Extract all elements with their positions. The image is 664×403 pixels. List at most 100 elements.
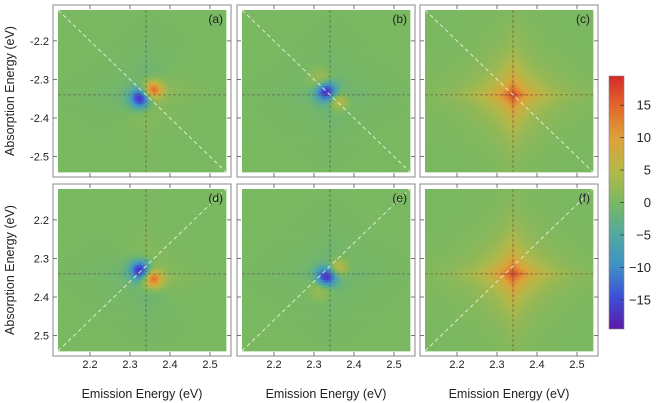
heat-cell bbox=[97, 106, 101, 110]
heat-cell bbox=[131, 70, 135, 74]
heat-cell bbox=[252, 65, 256, 69]
heat-cell bbox=[265, 30, 269, 34]
heat-cell bbox=[126, 78, 130, 82]
heat-cell bbox=[97, 32, 101, 36]
heat-cell bbox=[194, 70, 198, 74]
heat-cell bbox=[257, 118, 261, 122]
heat-cell bbox=[142, 35, 145, 39]
heat-cell bbox=[63, 53, 67, 56]
heat-cell bbox=[186, 10, 190, 13]
heat-cell bbox=[97, 166, 101, 170]
heat-cell bbox=[168, 144, 172, 148]
heat-cell bbox=[65, 65, 69, 69]
heat-cell bbox=[121, 161, 124, 165]
heat-cell bbox=[139, 40, 143, 44]
heat-cell bbox=[76, 156, 80, 160]
heat-cell bbox=[205, 108, 208, 112]
heat-cell bbox=[68, 131, 72, 135]
heat-cell bbox=[257, 32, 261, 36]
heat-cell bbox=[173, 47, 177, 51]
heat-cell bbox=[197, 30, 201, 34]
heat-cell bbox=[165, 93, 169, 97]
heat-cell bbox=[189, 58, 193, 61]
heat-cell bbox=[113, 98, 117, 102]
heat-cell bbox=[139, 75, 143, 79]
heat-cell bbox=[73, 88, 77, 92]
heat-cell bbox=[191, 108, 195, 112]
heat-cell bbox=[210, 126, 214, 130]
heat-cell bbox=[199, 42, 203, 46]
heat-cell bbox=[73, 42, 77, 46]
heat-cell bbox=[157, 27, 161, 31]
heat-cell bbox=[86, 164, 90, 168]
heat-cell bbox=[202, 42, 206, 46]
heat-cell bbox=[100, 50, 103, 54]
heat-cell bbox=[260, 106, 264, 110]
heat-cell bbox=[247, 103, 251, 107]
heat-cell bbox=[257, 65, 261, 69]
heat-cell bbox=[102, 116, 106, 120]
heat-cell bbox=[207, 55, 211, 59]
heat-cell bbox=[247, 63, 251, 67]
heat-cell bbox=[255, 156, 259, 160]
heat-cell bbox=[186, 17, 190, 21]
heat-cell bbox=[205, 12, 208, 16]
heat-cell bbox=[86, 154, 90, 158]
heat-cell bbox=[102, 63, 106, 67]
heat-cell bbox=[63, 116, 67, 120]
heat-cell bbox=[79, 73, 82, 77]
heat-cell bbox=[115, 93, 119, 97]
heat-cell bbox=[210, 63, 214, 67]
heat-cell bbox=[215, 30, 219, 34]
heat-cell bbox=[276, 65, 280, 69]
heat-cell bbox=[118, 80, 122, 84]
heat-cell bbox=[60, 116, 64, 120]
heat-cell bbox=[273, 10, 277, 13]
heat-cell bbox=[189, 108, 193, 112]
heat-cell bbox=[121, 108, 124, 112]
heat-cell bbox=[131, 141, 135, 145]
heat-cell bbox=[249, 151, 253, 155]
heat-cell bbox=[149, 106, 153, 110]
heat-cell bbox=[149, 113, 153, 117]
heat-cell bbox=[207, 96, 211, 99]
heat-cell bbox=[260, 103, 264, 107]
heat-cell bbox=[215, 128, 219, 132]
heat-cell bbox=[270, 96, 274, 99]
heat-cell bbox=[170, 20, 174, 24]
heat-cell bbox=[205, 27, 208, 31]
heat-cell bbox=[63, 10, 67, 13]
heat-cell bbox=[170, 55, 174, 59]
heat-cell bbox=[58, 73, 61, 77]
heat-cell bbox=[79, 113, 82, 117]
heat-cell bbox=[194, 131, 198, 135]
heat-cell bbox=[60, 58, 64, 61]
heat-cell bbox=[194, 12, 198, 16]
heat-cell bbox=[163, 123, 166, 127]
heat-cell bbox=[173, 136, 177, 140]
heat-cell bbox=[199, 156, 203, 160]
heat-cell bbox=[60, 42, 64, 46]
heat-cell bbox=[107, 123, 111, 127]
heat-cell bbox=[113, 60, 117, 64]
heat-cell bbox=[218, 128, 222, 132]
heat-cell bbox=[249, 78, 253, 82]
heat-cell bbox=[176, 17, 180, 21]
heat-cell bbox=[144, 166, 148, 170]
heat-cell bbox=[139, 106, 143, 110]
heat-cell bbox=[110, 53, 114, 56]
heat-cell bbox=[207, 50, 211, 54]
heat-cell bbox=[139, 156, 143, 160]
heat-cell bbox=[118, 146, 122, 150]
heat-cell bbox=[105, 22, 109, 26]
heat-cell bbox=[212, 134, 216, 137]
heat-cell bbox=[142, 134, 145, 137]
heat-cell bbox=[212, 88, 216, 92]
heat-cell bbox=[60, 63, 64, 67]
heat-cell bbox=[58, 55, 61, 59]
heat-cell bbox=[149, 161, 153, 165]
heat-cell bbox=[252, 68, 256, 72]
heat-cell bbox=[170, 116, 174, 120]
heat-cell bbox=[160, 55, 164, 59]
heat-cell bbox=[144, 78, 148, 82]
